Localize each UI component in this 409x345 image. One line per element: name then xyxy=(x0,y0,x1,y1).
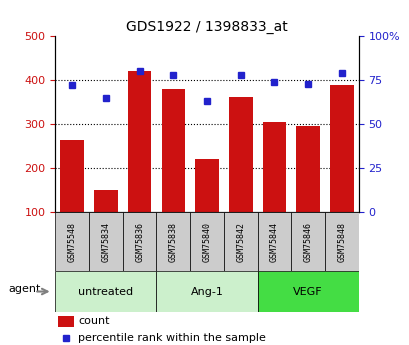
Text: GSM75836: GSM75836 xyxy=(135,221,144,262)
Bar xyxy=(329,86,353,212)
Bar xyxy=(228,97,252,212)
Text: percentile rank within the sample: percentile rank within the sample xyxy=(78,333,265,343)
Bar xyxy=(58,315,73,327)
Bar xyxy=(55,212,89,271)
Text: GSM75842: GSM75842 xyxy=(236,221,245,262)
Text: GSM75834: GSM75834 xyxy=(101,221,110,262)
Bar xyxy=(223,212,257,271)
Bar xyxy=(128,71,151,212)
Bar xyxy=(161,89,185,212)
Bar xyxy=(156,271,257,312)
Text: count: count xyxy=(78,316,109,326)
Text: GSM75848: GSM75848 xyxy=(337,221,346,262)
Bar xyxy=(291,212,324,271)
Bar xyxy=(89,212,122,271)
Text: GSM75838: GSM75838 xyxy=(169,221,178,262)
Text: GSM75846: GSM75846 xyxy=(303,221,312,262)
Bar xyxy=(324,212,358,271)
Bar xyxy=(296,126,319,212)
Bar xyxy=(257,212,291,271)
Text: GSM75844: GSM75844 xyxy=(269,221,278,262)
Text: GSM75548: GSM75548 xyxy=(67,221,76,262)
Bar xyxy=(195,159,218,212)
Text: agent: agent xyxy=(8,285,40,294)
Bar xyxy=(122,212,156,271)
Bar xyxy=(262,122,285,212)
Title: GDS1922 / 1398833_at: GDS1922 / 1398833_at xyxy=(126,20,287,34)
Bar xyxy=(55,271,156,312)
Bar xyxy=(190,212,223,271)
Bar xyxy=(156,212,190,271)
Text: VEGF: VEGF xyxy=(293,287,322,296)
Text: untreated: untreated xyxy=(78,287,133,296)
Text: Ang-1: Ang-1 xyxy=(190,287,223,296)
Bar xyxy=(60,140,84,212)
Bar xyxy=(257,271,358,312)
Text: GSM75840: GSM75840 xyxy=(202,221,211,262)
Bar xyxy=(94,190,117,212)
